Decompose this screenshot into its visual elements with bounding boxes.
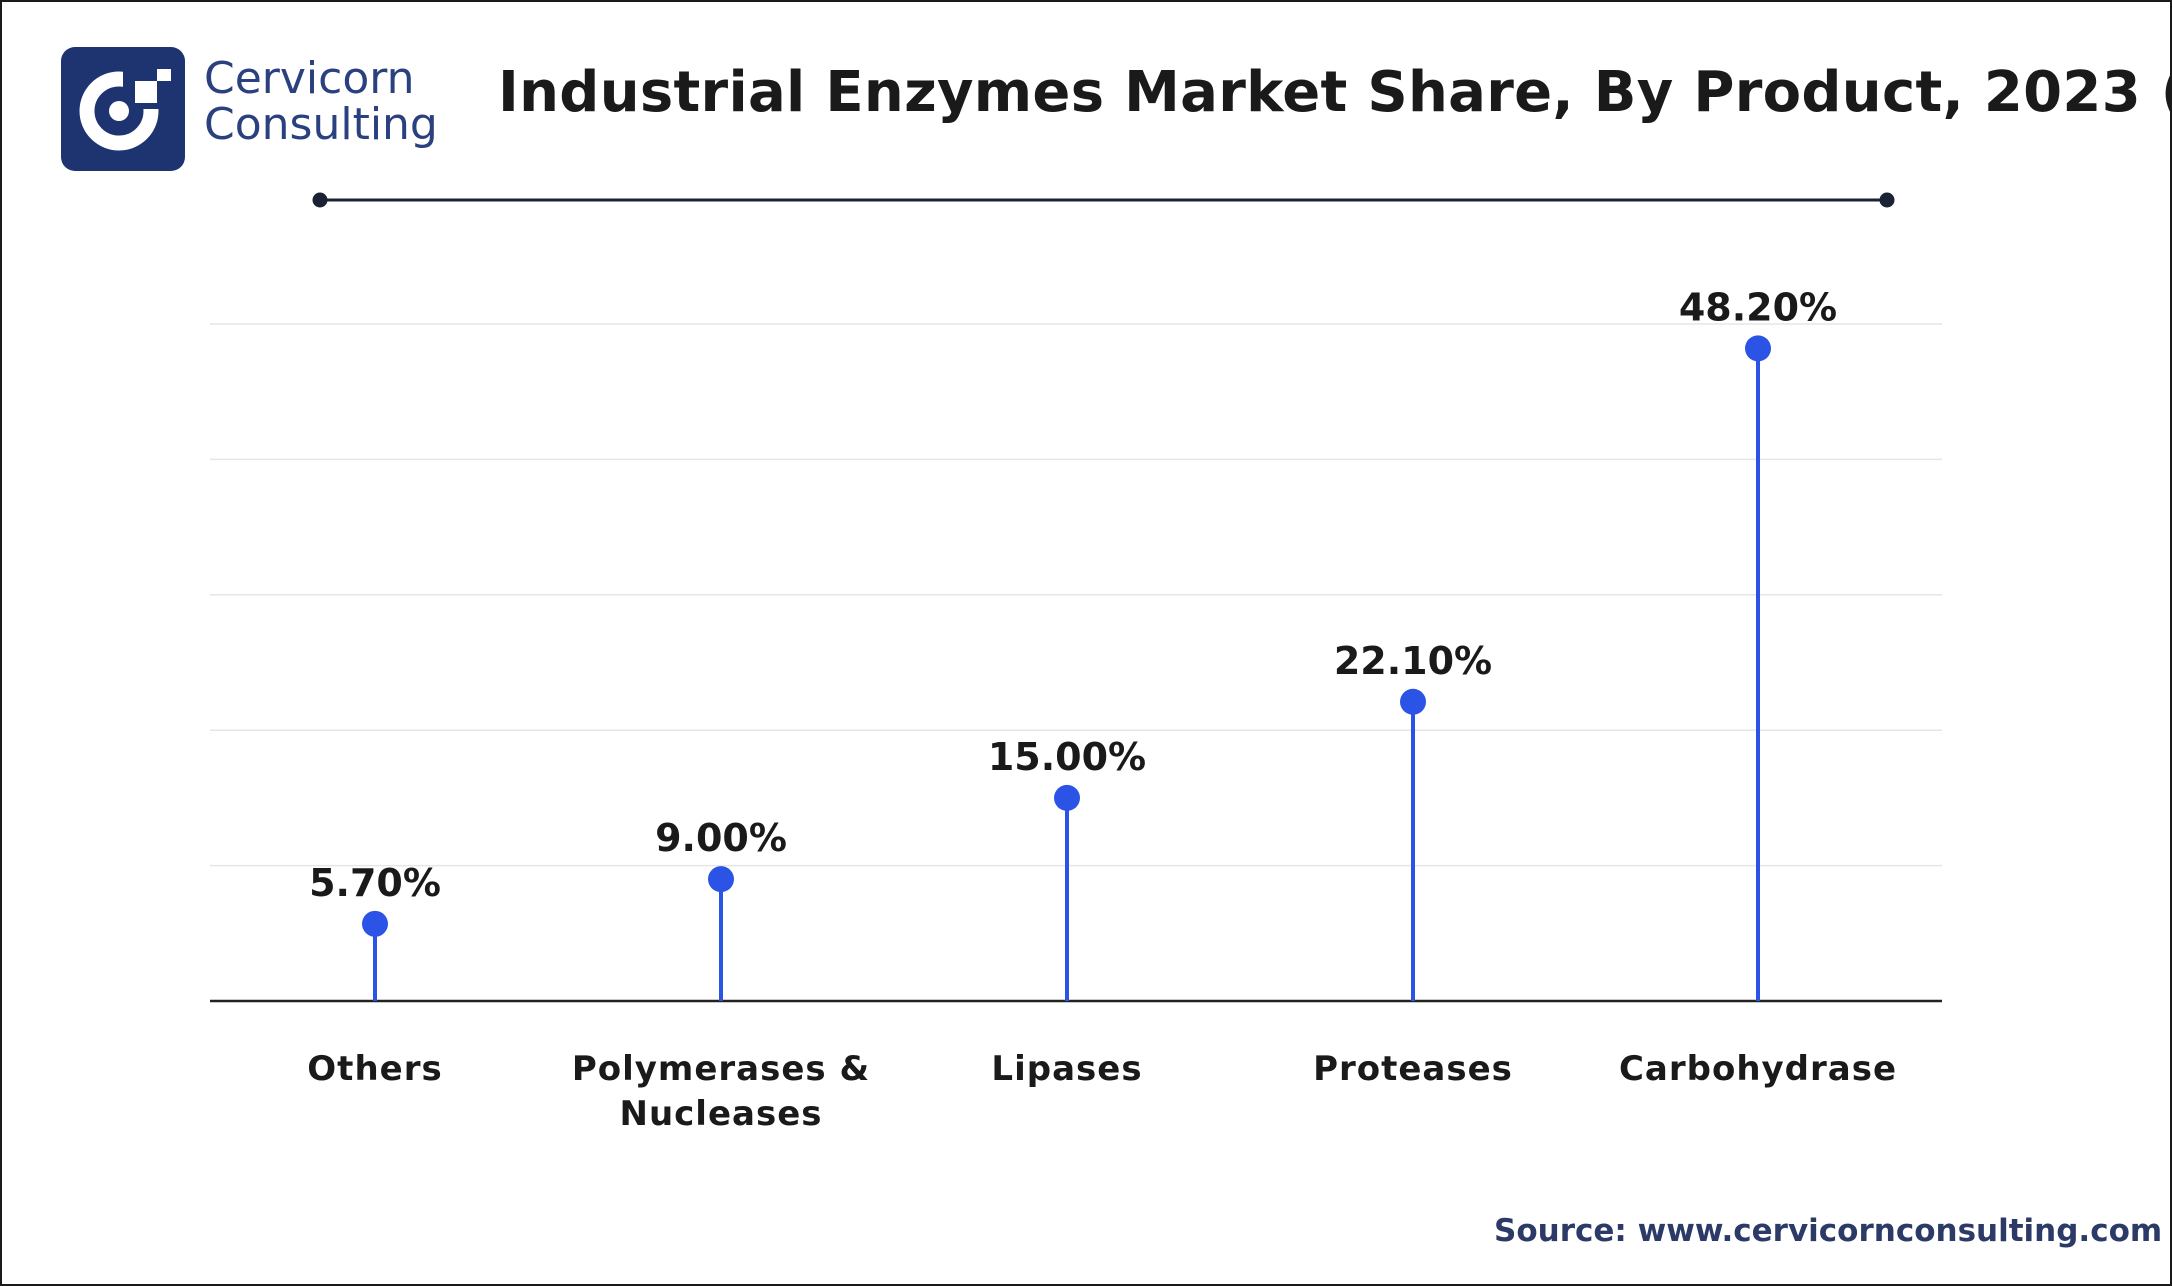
- data-label-2: 15.00%: [988, 735, 1146, 779]
- marker-3: [1400, 688, 1426, 715]
- data-label-4: 48.20%: [1679, 285, 1837, 329]
- chart-title: Industrial Enzymes Market Share, By Prod…: [498, 60, 2172, 125]
- category-label-0: Others: [307, 1049, 442, 1089]
- markers: [362, 335, 1771, 937]
- data-labels: 5.70% 9.00% 15.00% 22.10% 48.20%: [309, 285, 1837, 904]
- category-label-4: Carbohydrase: [1619, 1049, 1897, 1089]
- marker-4: [1745, 335, 1771, 362]
- source-note: Source: www.cervicornconsulting.com: [1494, 1213, 2163, 1249]
- brand-name: Cervicorn Consulting: [204, 56, 438, 148]
- data-label-3: 22.10%: [1334, 639, 1492, 683]
- data-label-1: 9.00%: [655, 816, 787, 860]
- divider-left-dot: [312, 192, 328, 208]
- marker-2: [1054, 784, 1080, 811]
- category-label-2: Lipases: [991, 1049, 1142, 1089]
- brand-logo: [61, 47, 185, 171]
- brand-line-2: Consulting: [204, 99, 438, 150]
- grid-lines: [210, 323, 1942, 1003]
- brand-line-1: Cervicorn: [204, 53, 415, 104]
- marker-1: [708, 866, 734, 893]
- data-label-0: 5.70%: [309, 861, 441, 905]
- category-label-1-line-1: Nucleases: [619, 1094, 822, 1134]
- category-label-1-line-0: Polymerases &: [572, 1049, 870, 1089]
- divider-right-dot: [1879, 192, 1895, 208]
- cervicorn-logo-icon: [79, 69, 171, 151]
- stems: [373, 348, 1760, 1001]
- category-labels: Others Polymerases & Nucleases Lipases Prote…: [307, 1049, 1897, 1134]
- marker-0: [362, 910, 388, 937]
- category-label-3: Proteases: [1313, 1049, 1513, 1089]
